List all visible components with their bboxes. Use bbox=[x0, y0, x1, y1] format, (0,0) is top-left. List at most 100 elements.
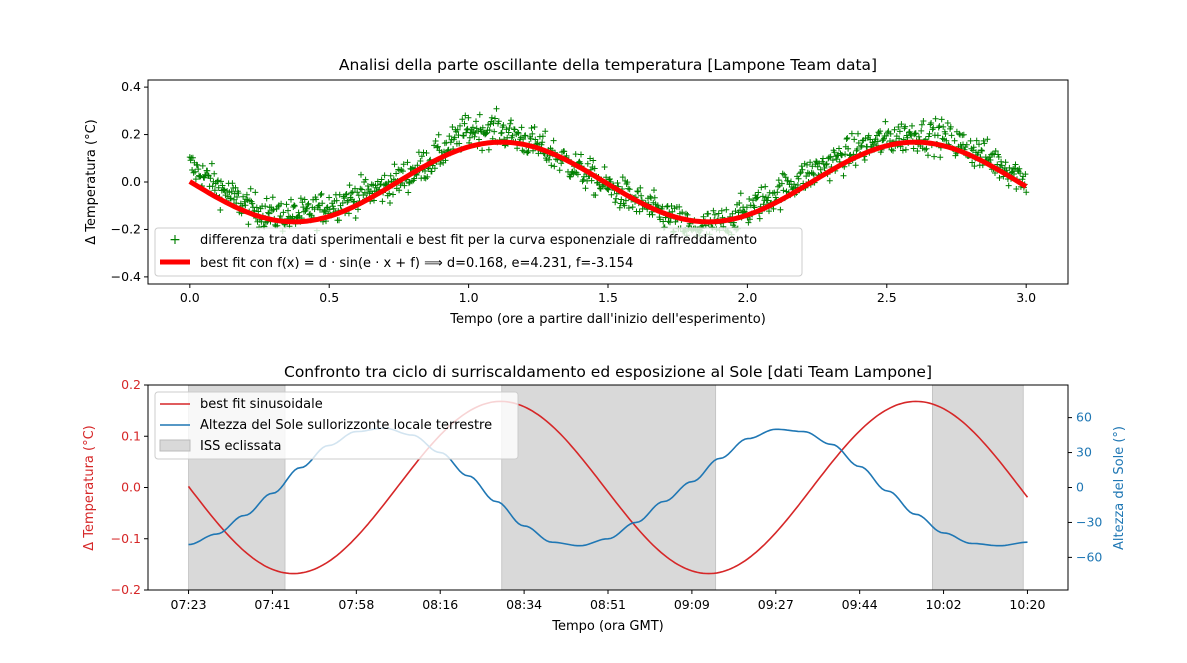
x-tick-label: 0.0 bbox=[180, 290, 200, 305]
scatter-point bbox=[778, 180, 785, 187]
scatter-point bbox=[578, 151, 584, 158]
scatter-point bbox=[355, 206, 361, 213]
scatter-point bbox=[313, 196, 320, 203]
scatter-point bbox=[622, 197, 629, 204]
scatter-point bbox=[960, 131, 967, 138]
scatter-point bbox=[989, 150, 996, 157]
scatter-point bbox=[542, 128, 549, 135]
y-right-tick-label: −60 bbox=[1076, 549, 1102, 564]
scatter-point bbox=[483, 129, 490, 136]
legend-plus-marker: + bbox=[169, 232, 181, 248]
x-tick-label: 10:20 bbox=[1009, 597, 1045, 612]
scatter-point bbox=[534, 140, 541, 147]
scatter-point bbox=[405, 189, 412, 196]
scatter-point bbox=[352, 215, 359, 221]
scatter-point bbox=[215, 177, 221, 184]
scatter-point bbox=[729, 210, 736, 217]
scatter-point bbox=[462, 112, 469, 119]
scatter-point bbox=[514, 129, 521, 136]
scatter-point bbox=[398, 166, 405, 173]
scatter-point bbox=[486, 127, 493, 134]
scatter-point bbox=[676, 203, 683, 210]
scatter-point bbox=[218, 178, 224, 185]
scatter-point bbox=[723, 206, 730, 213]
scatter-point bbox=[996, 174, 1003, 181]
scatter-point bbox=[550, 137, 557, 144]
scatter-point bbox=[387, 172, 394, 179]
scatter-point bbox=[529, 130, 536, 137]
scatter-point bbox=[910, 145, 917, 152]
top-x-axis: 0.0 0.5 1.0 1.5 2.0 2.5 3.0 bbox=[180, 284, 1036, 305]
scatter-point bbox=[588, 177, 595, 184]
scatter-point bbox=[764, 197, 771, 204]
bottom-x-axis: 07:23 07:41 07:58 08:16 08:34 08:51 09:09 09:27… bbox=[171, 590, 1046, 612]
scatter-point bbox=[572, 151, 579, 158]
y-tick-label: 0.4 bbox=[121, 79, 141, 94]
scatter-point bbox=[914, 148, 921, 154]
scatter-point bbox=[186, 154, 193, 161]
scatter-point bbox=[208, 160, 215, 167]
scatter-point bbox=[883, 132, 890, 139]
scatter-point bbox=[711, 211, 718, 218]
scatter-point bbox=[456, 140, 463, 147]
scatter-point bbox=[813, 158, 820, 165]
scatter-point bbox=[592, 192, 599, 199]
scatter-point bbox=[831, 149, 838, 156]
scatter-point bbox=[215, 184, 222, 191]
scatter-point bbox=[981, 140, 988, 147]
scatter-point bbox=[774, 189, 781, 196]
scatter-point bbox=[779, 170, 786, 177]
scatter-point bbox=[762, 183, 769, 190]
top-legend-box bbox=[154, 227, 803, 277]
scatter-point bbox=[803, 173, 810, 180]
y-tick-label: −0.4 bbox=[111, 269, 141, 284]
scatter-point bbox=[826, 154, 833, 161]
x-tick-label: 08:34 bbox=[506, 597, 542, 612]
scatter-point bbox=[755, 189, 762, 196]
scatter-point bbox=[574, 171, 581, 178]
y-tick-label: −0.1 bbox=[111, 531, 141, 546]
scatter-point bbox=[435, 131, 442, 138]
scatter-point bbox=[737, 190, 744, 197]
scatter-point bbox=[211, 187, 218, 194]
scatter-point bbox=[591, 165, 598, 172]
scatter-point bbox=[442, 157, 449, 164]
scatter-point bbox=[333, 197, 340, 204]
scatter-point bbox=[269, 194, 276, 201]
scatter-point bbox=[855, 140, 862, 146]
scatter-point bbox=[431, 165, 438, 172]
scatter-point bbox=[809, 163, 816, 170]
scatter-point bbox=[842, 151, 849, 158]
scatter-point bbox=[745, 219, 752, 226]
scatter-point bbox=[192, 168, 199, 175]
scatter-point bbox=[342, 191, 349, 198]
scatter-point bbox=[626, 186, 633, 193]
scatter-point bbox=[229, 180, 236, 187]
scatter-point bbox=[715, 210, 722, 217]
scatter-point bbox=[746, 196, 753, 202]
scatter-point bbox=[932, 115, 939, 122]
scatter-point bbox=[890, 147, 896, 154]
scatter-point bbox=[247, 185, 254, 192]
scatter-point bbox=[326, 206, 333, 213]
scatter-point bbox=[928, 120, 935, 126]
scatter-point bbox=[605, 186, 612, 193]
scatter-point bbox=[561, 148, 568, 155]
scatter-point bbox=[636, 208, 643, 215]
scatter-point bbox=[263, 195, 270, 202]
scatter-point bbox=[976, 141, 982, 148]
scatter-point bbox=[488, 114, 495, 121]
scatter-point bbox=[348, 190, 355, 196]
scatter-point bbox=[431, 142, 438, 149]
scatter-point bbox=[1002, 159, 1009, 166]
scatter-point bbox=[810, 171, 817, 178]
scatter-point bbox=[465, 114, 472, 121]
scatter-point bbox=[947, 123, 954, 130]
scatter-point bbox=[621, 202, 628, 209]
scatter-point bbox=[804, 161, 810, 168]
scatter-point bbox=[896, 128, 903, 135]
bottom-legend-box bbox=[154, 391, 519, 460]
scatter-point bbox=[967, 137, 974, 144]
scatter-point bbox=[971, 163, 978, 170]
scatter-point bbox=[288, 196, 294, 203]
